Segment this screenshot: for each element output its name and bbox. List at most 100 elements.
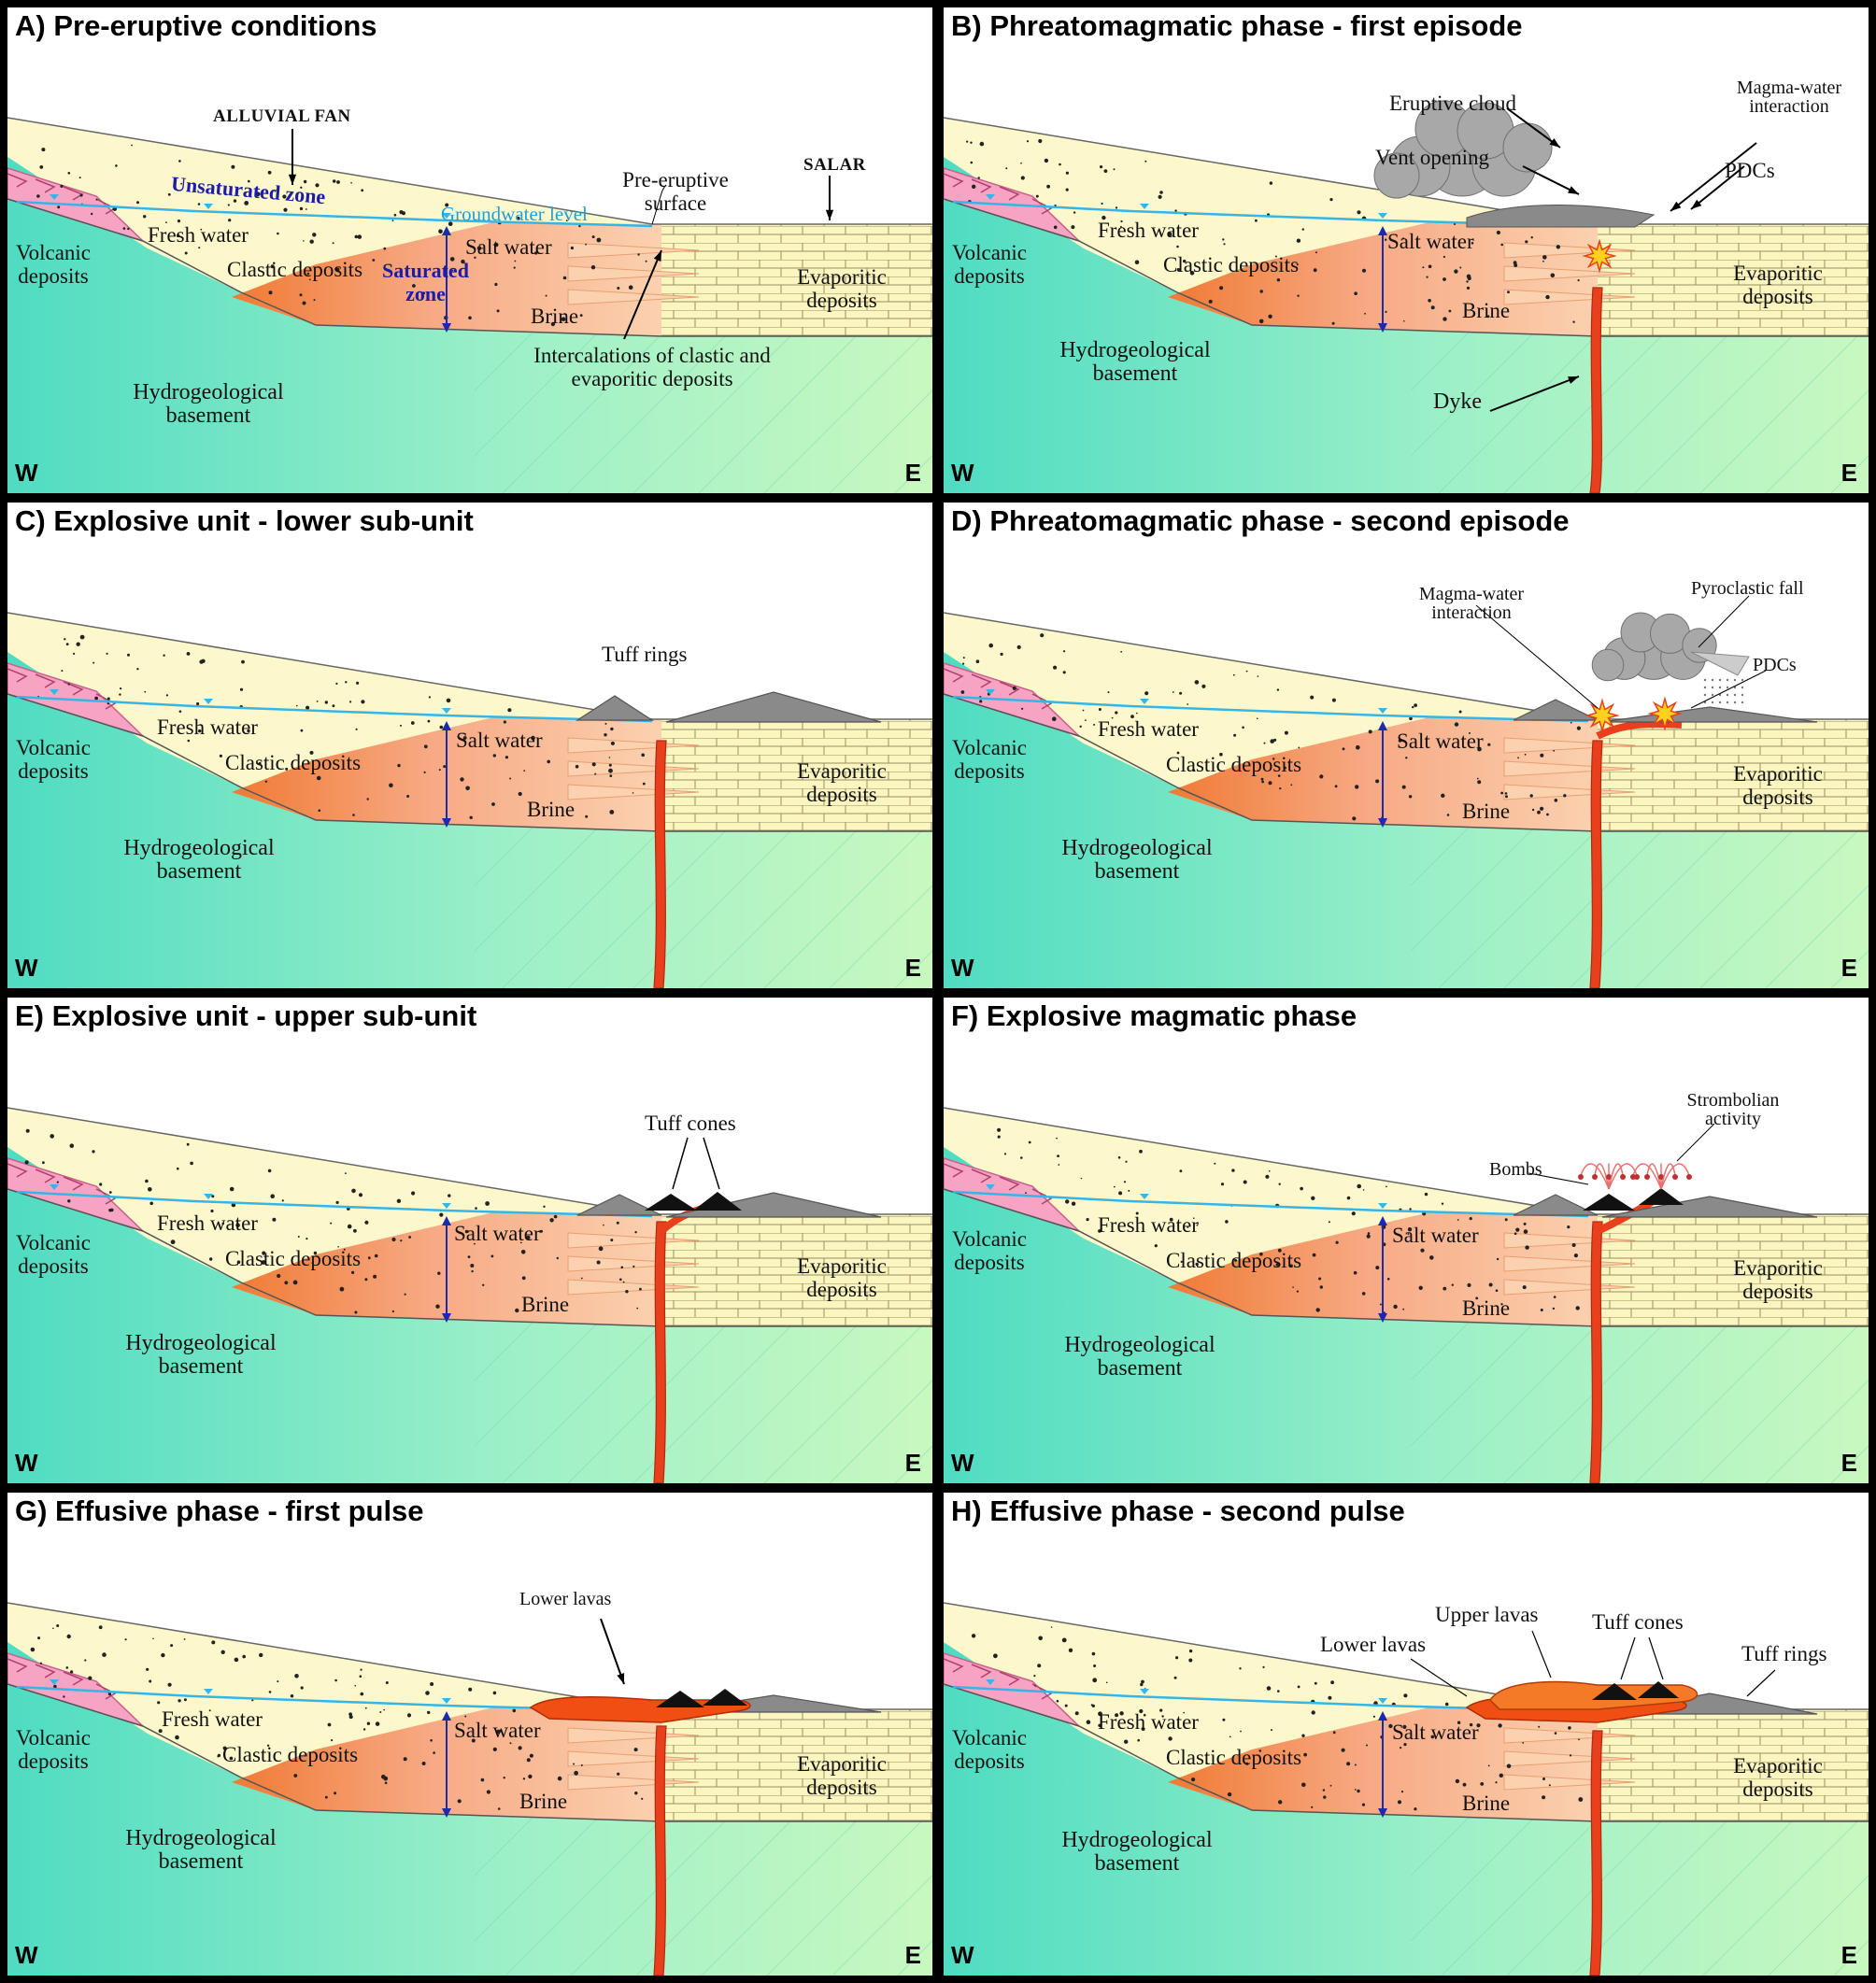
clast xyxy=(396,1198,402,1203)
pyroclastic-fall-label: Pyroclastic fall xyxy=(1691,578,1804,599)
clast xyxy=(1098,708,1101,711)
clast xyxy=(1062,671,1066,674)
clast xyxy=(107,697,110,701)
clast xyxy=(609,774,613,777)
clast xyxy=(1012,686,1016,690)
clast xyxy=(1310,695,1315,700)
clast xyxy=(1578,1797,1584,1802)
clast xyxy=(1053,665,1058,670)
clast xyxy=(1262,1665,1265,1668)
clast xyxy=(109,1209,112,1211)
clast xyxy=(1050,1626,1053,1628)
water-table-marker xyxy=(50,689,59,695)
clast xyxy=(1315,1308,1320,1312)
clast xyxy=(65,1666,69,1669)
clast xyxy=(521,1276,526,1281)
clast xyxy=(1117,1156,1121,1159)
clast xyxy=(53,1684,57,1689)
clast xyxy=(145,1179,149,1183)
water-table-marker xyxy=(986,1679,995,1685)
clast xyxy=(422,291,426,295)
brine-label: Brine xyxy=(527,798,576,821)
leader-arrow xyxy=(1690,165,1745,210)
clast xyxy=(1443,255,1445,259)
clast xyxy=(177,1167,179,1170)
basement-fracture-pattern xyxy=(475,1810,932,1976)
clast xyxy=(1545,294,1550,300)
clast xyxy=(1475,1296,1479,1300)
clast xyxy=(1418,1285,1423,1290)
clast xyxy=(523,770,526,772)
clast xyxy=(596,1260,601,1265)
tuff-cones-label: Tuff cones xyxy=(1592,1610,1684,1634)
clast xyxy=(60,184,64,188)
clast xyxy=(428,696,431,699)
clast xyxy=(186,652,191,656)
volcanic-deposits-label: Volcanic deposits xyxy=(951,736,1028,783)
clast xyxy=(356,681,360,685)
clast xyxy=(1154,1244,1158,1248)
leader-arrow xyxy=(623,249,662,340)
clast xyxy=(427,1710,431,1715)
clast xyxy=(127,227,130,231)
clast xyxy=(515,1308,519,1313)
sky xyxy=(944,998,1869,1214)
clast xyxy=(962,657,965,659)
clast xyxy=(1091,1704,1095,1707)
clast xyxy=(170,1644,174,1648)
clast xyxy=(146,1667,149,1671)
clast xyxy=(334,1678,337,1682)
clast xyxy=(1168,1736,1172,1741)
pdc-deposit xyxy=(1466,205,1656,228)
clast xyxy=(1035,194,1039,198)
basement-fracture-pattern xyxy=(475,1315,932,1483)
clast xyxy=(277,1273,281,1279)
clast xyxy=(553,1214,558,1219)
clast xyxy=(184,251,188,255)
clast xyxy=(136,668,139,671)
clast xyxy=(1540,753,1544,758)
clast xyxy=(1507,290,1510,294)
clast xyxy=(1319,774,1324,779)
clast xyxy=(1239,1667,1242,1670)
clast xyxy=(316,775,321,781)
clast xyxy=(335,1200,339,1204)
clast xyxy=(1361,1292,1366,1296)
clast xyxy=(1058,1164,1060,1166)
clast xyxy=(375,1721,380,1726)
clast xyxy=(435,1304,440,1309)
cross-section-c xyxy=(7,503,932,988)
clast xyxy=(1033,1675,1036,1678)
sky xyxy=(7,503,932,719)
clast xyxy=(1296,1290,1299,1293)
clast xyxy=(1208,299,1213,304)
ash-particle xyxy=(1733,693,1737,697)
clast xyxy=(1242,726,1244,729)
ash-particle xyxy=(1733,686,1737,689)
clast xyxy=(242,1654,246,1659)
clast xyxy=(1141,1727,1145,1731)
clast xyxy=(268,1691,272,1693)
clast xyxy=(1457,1721,1461,1724)
clast xyxy=(1194,680,1200,685)
panel-c: C) Explosive unit - lower sub-unit Tuff … xyxy=(7,503,932,988)
clast xyxy=(219,754,222,758)
clast xyxy=(610,1239,614,1242)
clast xyxy=(408,1236,411,1239)
clast xyxy=(580,1763,583,1766)
clast xyxy=(261,1260,266,1265)
clast xyxy=(591,235,595,239)
clast xyxy=(1258,319,1264,324)
clast xyxy=(1261,780,1264,784)
clast xyxy=(1540,806,1544,811)
volcanic-deposits-hatching xyxy=(944,1658,1053,1700)
clast xyxy=(367,1256,371,1260)
evaporitic-layer xyxy=(652,1214,932,1326)
clast xyxy=(107,1693,112,1696)
evaporitic-deposits-label: Evaporitic deposits xyxy=(797,1752,887,1799)
tuff-cone xyxy=(693,1192,742,1211)
panel-e: E) Explosive unit - upper sub-unit Tuff … xyxy=(7,998,932,1483)
clast xyxy=(1496,230,1500,235)
clast xyxy=(210,1209,214,1213)
clast xyxy=(1506,1763,1512,1769)
